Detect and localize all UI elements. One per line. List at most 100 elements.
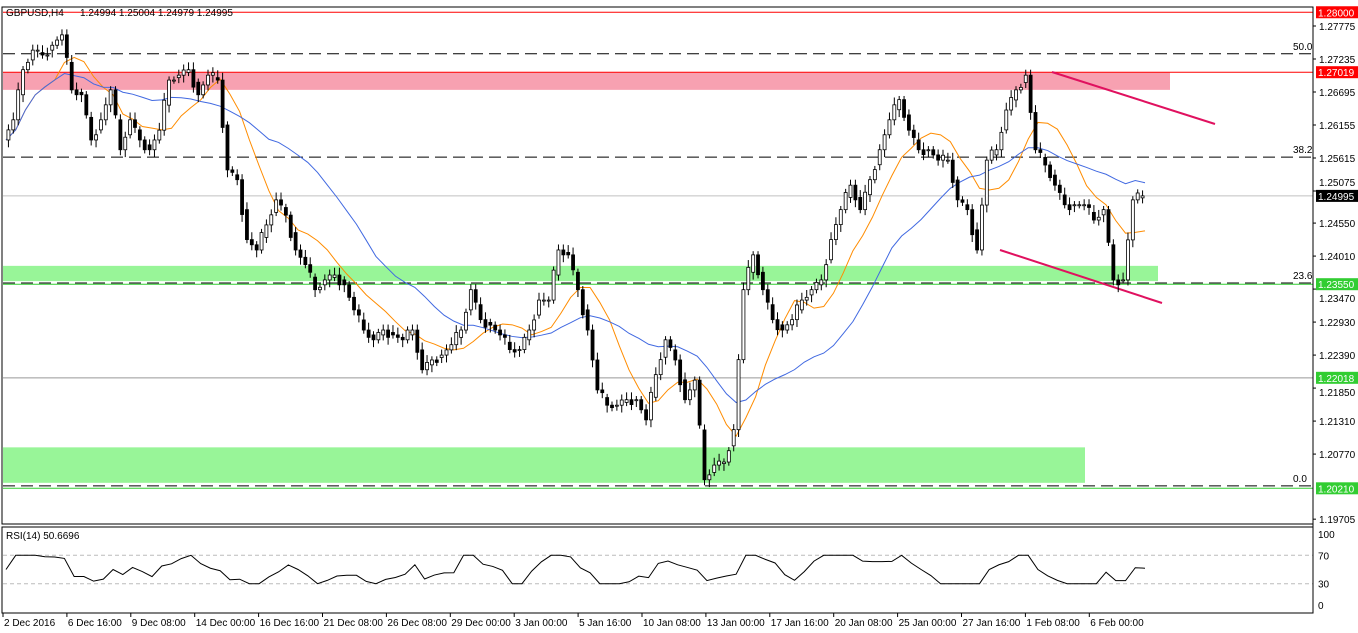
candle bbox=[663, 339, 668, 358]
candle bbox=[162, 99, 167, 131]
candle bbox=[897, 99, 902, 111]
candle bbox=[11, 119, 16, 131]
candle bbox=[434, 359, 439, 363]
candle bbox=[955, 179, 960, 201]
candle bbox=[303, 256, 308, 266]
candle bbox=[298, 249, 303, 258]
x-tick-label: 16 Dec 16:00 bbox=[260, 618, 320, 629]
candle bbox=[819, 279, 824, 286]
candle bbox=[459, 329, 464, 338]
candle bbox=[872, 169, 877, 181]
x-tick-label: 10 Jan 08:00 bbox=[643, 618, 701, 629]
candle bbox=[887, 119, 892, 136]
candle bbox=[128, 119, 133, 136]
candle bbox=[853, 184, 858, 201]
candle bbox=[30, 49, 35, 61]
fib-label: 50.0 bbox=[1293, 42, 1313, 53]
candle bbox=[283, 207, 288, 216]
candle bbox=[507, 341, 512, 350]
candle bbox=[877, 149, 882, 166]
candle bbox=[361, 319, 366, 331]
y-tick-label: 1.25075 bbox=[1319, 178, 1356, 189]
level-price-tag bbox=[1316, 66, 1358, 79]
candle bbox=[595, 359, 600, 391]
candle bbox=[186, 69, 191, 73]
candle bbox=[279, 199, 283, 206]
candle bbox=[551, 269, 556, 301]
level-price-tag bbox=[1316, 189, 1358, 202]
y-tick-label: 1.21850 bbox=[1319, 388, 1356, 399]
candle bbox=[1096, 216, 1101, 221]
candle bbox=[785, 324, 790, 331]
candle bbox=[118, 119, 123, 151]
candle bbox=[240, 179, 244, 215]
candle bbox=[449, 344, 454, 351]
y-tick-label: 1.26155 bbox=[1319, 121, 1356, 132]
x-tick-label: 5 Jan 16:00 bbox=[579, 618, 632, 629]
candle bbox=[760, 271, 765, 291]
rsi-label: RSI(14) 50.6696 bbox=[6, 531, 80, 542]
candle bbox=[1053, 174, 1057, 186]
candle bbox=[425, 362, 429, 371]
candle bbox=[352, 296, 356, 311]
candle bbox=[1126, 239, 1130, 281]
candle bbox=[571, 254, 575, 271]
candle bbox=[21, 69, 25, 96]
candle bbox=[746, 266, 751, 291]
level-price-label: 1.22018 bbox=[1318, 374, 1355, 385]
candle bbox=[770, 304, 775, 321]
candle bbox=[809, 289, 814, 296]
slow-moving-average bbox=[5, 73, 1146, 404]
candle bbox=[366, 329, 371, 338]
candle bbox=[371, 334, 376, 341]
candle bbox=[1043, 156, 1048, 166]
candle bbox=[69, 61, 74, 91]
candle bbox=[376, 332, 381, 341]
y-tick-label: 1.24550 bbox=[1319, 219, 1356, 230]
candle bbox=[439, 354, 444, 358]
candle bbox=[936, 154, 941, 161]
candle bbox=[225, 124, 230, 171]
candle bbox=[834, 224, 838, 240]
candle bbox=[332, 274, 337, 278]
candle bbox=[707, 474, 712, 481]
candle bbox=[527, 329, 532, 341]
candle bbox=[64, 34, 69, 58]
candle bbox=[113, 89, 118, 116]
candle bbox=[468, 289, 473, 311]
candle bbox=[765, 289, 770, 303]
candle bbox=[1111, 244, 1116, 281]
candle bbox=[619, 399, 624, 406]
support-zone bbox=[3, 265, 1158, 282]
candle bbox=[288, 214, 293, 238]
candle bbox=[639, 399, 644, 411]
candle bbox=[576, 271, 580, 291]
candle bbox=[756, 254, 760, 276]
candle bbox=[108, 89, 113, 106]
candle bbox=[464, 311, 468, 331]
candle bbox=[274, 199, 279, 213]
candle bbox=[585, 309, 590, 331]
candle bbox=[1140, 195, 1145, 199]
candle bbox=[1038, 149, 1043, 153]
candle bbox=[653, 374, 658, 398]
candle bbox=[249, 239, 254, 246]
candle bbox=[858, 197, 863, 211]
y-tick-label: 1.25615 bbox=[1319, 154, 1356, 165]
candle bbox=[45, 54, 50, 57]
candle bbox=[60, 34, 64, 41]
candle bbox=[941, 154, 945, 161]
rsi-axis-label: 0 bbox=[1318, 601, 1324, 612]
candle bbox=[157, 129, 162, 141]
candle bbox=[123, 136, 128, 151]
candle bbox=[1028, 74, 1033, 113]
candle bbox=[717, 460, 721, 466]
candle bbox=[1057, 184, 1062, 193]
candle bbox=[191, 69, 196, 88]
candle bbox=[381, 329, 386, 336]
y-tick-label: 1.27235 bbox=[1319, 55, 1356, 66]
candle bbox=[522, 336, 527, 350]
candle bbox=[1082, 204, 1087, 207]
